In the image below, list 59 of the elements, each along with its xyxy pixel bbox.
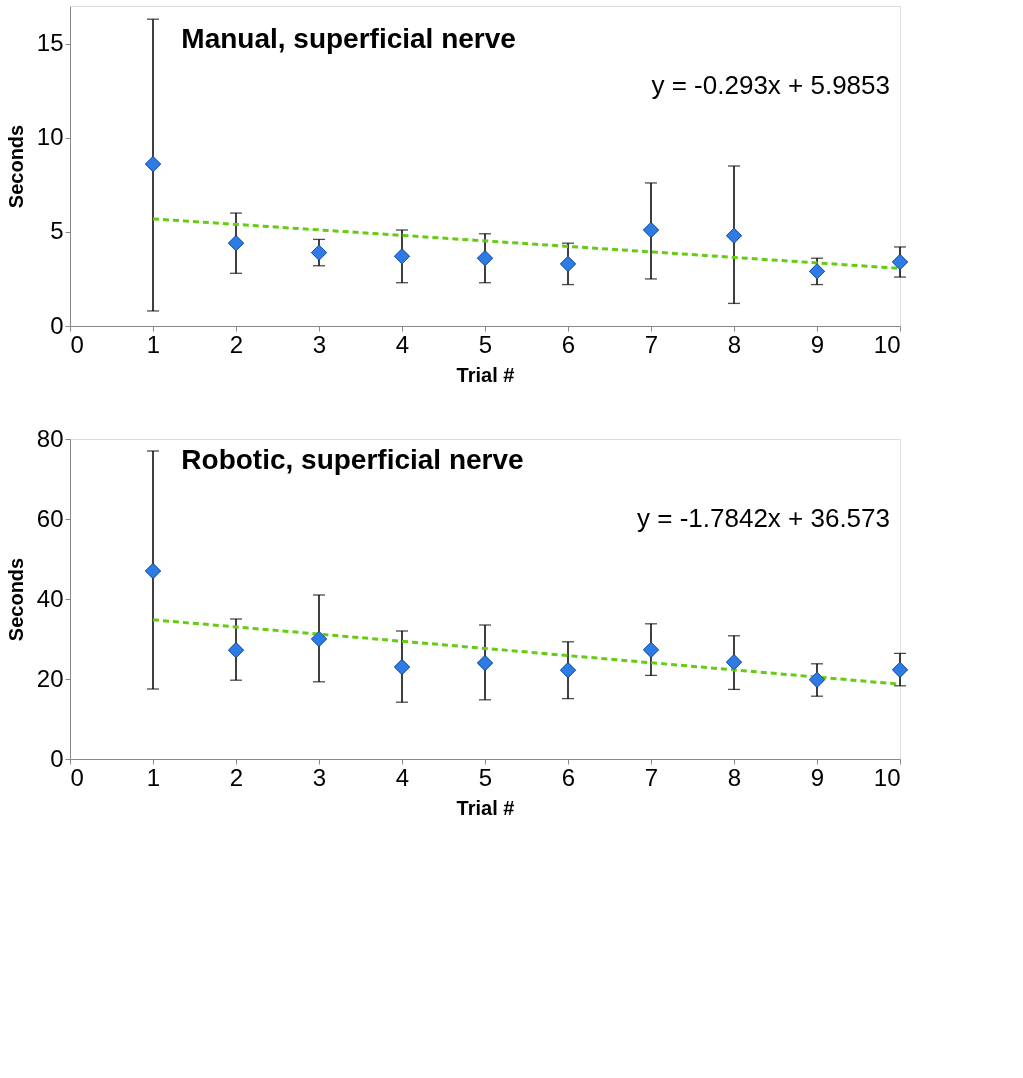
x-tick-label: 8 <box>727 330 742 358</box>
x-tick-label: 3 <box>312 763 327 791</box>
x-tick-label: 7 <box>644 330 659 358</box>
x-tick-label: 6 <box>561 330 576 358</box>
point <box>145 156 161 173</box>
x-tick-label: 1 <box>146 330 161 358</box>
point <box>311 244 327 261</box>
x-tick-label: 5 <box>478 330 493 358</box>
x-tick-label: 10 <box>873 330 901 358</box>
point <box>394 248 410 265</box>
text: Manual, superficial nerve <box>181 23 516 54</box>
point <box>892 661 908 678</box>
x-axis-title: Trial # <box>456 363 515 386</box>
x-tick-label: 4 <box>395 330 410 358</box>
point <box>394 659 410 675</box>
x-tick-label: 9 <box>810 330 825 358</box>
y-tick-label: 60 <box>36 504 64 532</box>
x-tick-label: 9 <box>810 763 825 791</box>
annotation: y = -1.7842x + 36.573 <box>637 503 890 533</box>
x-tick-label: 0 <box>70 763 84 791</box>
y-tick-label: 0 <box>50 311 64 339</box>
point <box>228 642 244 659</box>
y-tick-label: 5 <box>50 217 64 245</box>
point <box>477 655 493 671</box>
point <box>809 671 825 688</box>
x-tick-label: 10 <box>873 763 901 791</box>
point <box>643 641 659 658</box>
x-tick-label: 0 <box>70 330 84 358</box>
x-tick-label: 3 <box>312 330 327 358</box>
x-tick-label: 7 <box>644 763 659 791</box>
x-tick-label: 2 <box>229 763 244 791</box>
x-tick-label: 6 <box>561 763 576 791</box>
y-tick-label: 15 <box>36 29 64 57</box>
point <box>560 662 576 679</box>
y-tick-label: 20 <box>36 664 64 692</box>
y-axis-title: Seconds <box>4 557 27 642</box>
point <box>892 254 908 270</box>
y-tick-label: 80 <box>36 424 64 452</box>
x-tick-label: 2 <box>229 330 244 358</box>
y-tick-label: 0 <box>50 744 64 772</box>
y-tick-label: 40 <box>36 584 64 612</box>
point <box>643 222 659 238</box>
x-axis-title: Trial # <box>456 796 515 819</box>
point <box>145 563 161 579</box>
x-tick-label: 8 <box>727 763 742 791</box>
annotation: y = -0.293x + 5.9853 <box>651 70 890 100</box>
x-tick-label: 5 <box>478 763 493 791</box>
point <box>726 654 742 671</box>
chart-title: Robotic, superficial nerve <box>181 444 524 475</box>
point <box>477 250 493 267</box>
point <box>726 227 742 244</box>
point <box>228 235 244 252</box>
y-axis-title: Seconds <box>4 124 27 209</box>
x-tick-label: 4 <box>395 763 410 791</box>
y-tick-label: 10 <box>36 123 64 151</box>
x-tick-label: 1 <box>146 763 161 791</box>
point <box>311 631 327 647</box>
point <box>560 255 576 272</box>
point <box>809 263 825 280</box>
